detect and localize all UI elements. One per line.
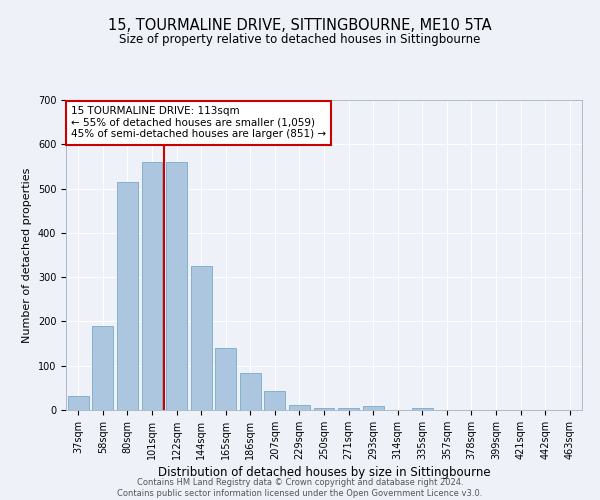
Bar: [289, 404, 310, 410]
Text: 15, TOURMALINE DRIVE, SITTINGBOURNE, ME10 5TA: 15, TOURMALINE DRIVE, SITTINGBOURNE, ME1…: [108, 18, 492, 32]
Bar: [314, 408, 334, 410]
Bar: [338, 408, 359, 410]
Bar: [215, 348, 236, 410]
X-axis label: Distribution of detached houses by size in Sittingbourne: Distribution of detached houses by size …: [158, 466, 490, 479]
Bar: [240, 373, 261, 410]
Bar: [142, 162, 163, 410]
Bar: [68, 396, 89, 410]
Bar: [166, 162, 187, 410]
Bar: [92, 326, 113, 410]
Text: Size of property relative to detached houses in Sittingbourne: Size of property relative to detached ho…: [119, 32, 481, 46]
Y-axis label: Number of detached properties: Number of detached properties: [22, 168, 32, 342]
Bar: [191, 266, 212, 410]
Text: Contains HM Land Registry data © Crown copyright and database right 2024.
Contai: Contains HM Land Registry data © Crown c…: [118, 478, 482, 498]
Bar: [117, 182, 138, 410]
Bar: [412, 408, 433, 410]
Bar: [265, 392, 286, 410]
Bar: [362, 406, 383, 410]
Text: 15 TOURMALINE DRIVE: 113sqm
← 55% of detached houses are smaller (1,059)
45% of : 15 TOURMALINE DRIVE: 113sqm ← 55% of det…: [71, 106, 326, 140]
